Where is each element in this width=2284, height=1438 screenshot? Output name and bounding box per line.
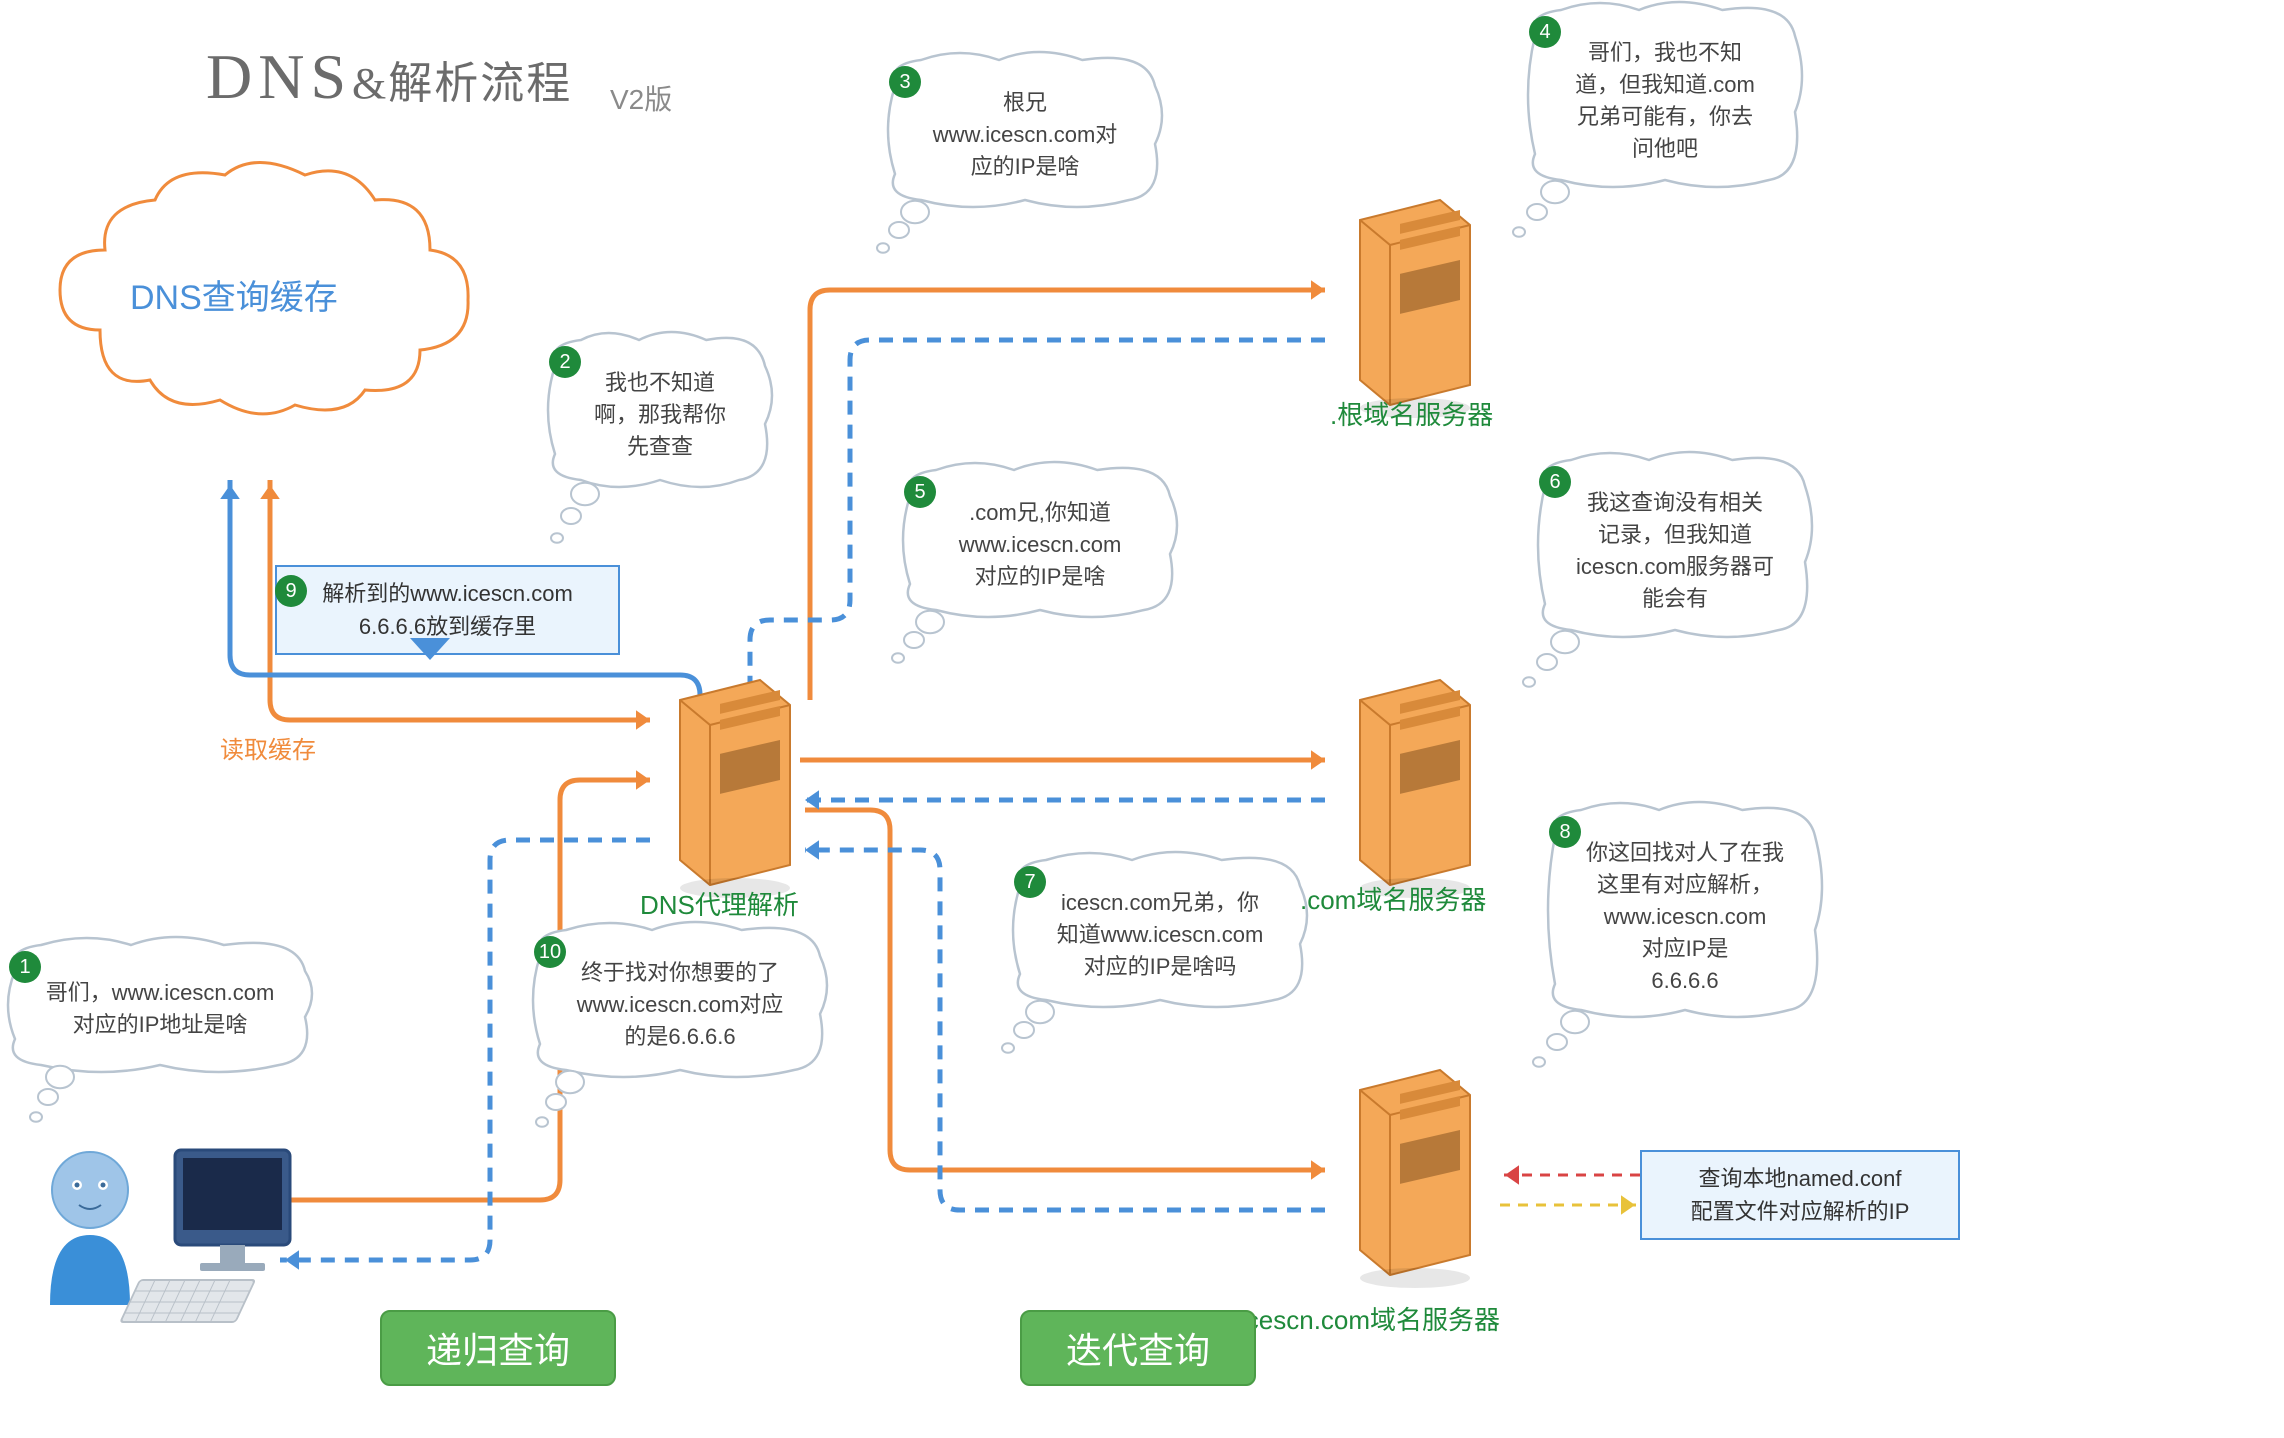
bubble-text-3: 根兄www.icescn.com对应的IP是啥 — [903, 87, 1147, 183]
badge-7: 7 — [1014, 866, 1046, 898]
bubble-text-4: 哥们，我也不知道，但我知道.com兄弟可能有，你去问他吧 — [1543, 37, 1787, 165]
bubble-text-7: icescn.com兄弟，你知道www.icescn.com对应的IP是啥吗 — [1028, 887, 1292, 983]
badge-5: 5 — [904, 476, 936, 508]
icescn-server-label: icescn.com域名服务器 — [1240, 1300, 1500, 1337]
server-icons — [680, 200, 1470, 1288]
cache-cloud-label: DNS查询缓存 — [130, 270, 338, 319]
bubble-text-10: 终于找对你想要的了www.icescn.com对应的是6.6.6.6 — [548, 957, 812, 1053]
badge-9: 9 — [275, 575, 307, 607]
badge-1: 1 — [9, 951, 41, 983]
bubble-text-6: 我这查询没有相关记录，但我知道icescn.com服务器可能会有 — [1553, 487, 1797, 615]
read-cache-label: 读取缓存 — [220, 730, 316, 765]
badge-6: 6 — [1539, 466, 1571, 498]
badge-4: 4 — [1529, 16, 1561, 48]
badge-2: 2 — [549, 346, 581, 378]
com-server-label: .com域名服务器 — [1300, 880, 1486, 917]
tag-iterative: 迭代查询 — [1020, 1310, 1256, 1386]
proxy-server-label: DNS代理解析 — [640, 885, 799, 922]
infobox-9-pointer — [410, 638, 460, 668]
bubble-text-2: 我也不知道啊，那我帮你先查查 — [563, 367, 757, 463]
user-icon — [50, 1150, 290, 1322]
root-server-label: .根域名服务器 — [1330, 395, 1493, 432]
infobox-named-conf: 查询本地named.conf 配置文件对应解析的IP — [1640, 1150, 1960, 1240]
bubble-text-8: 你这回找对人了在我这里有对应解析，www.icescn.com对应IP是6.6.… — [1563, 837, 1807, 996]
bubble-text-5: .com兄,你知道www.icescn.com对应的IP是啥 — [918, 497, 1162, 593]
badge-8: 8 — [1549, 816, 1581, 848]
badge-10: 10 — [534, 936, 566, 968]
badge-3: 3 — [889, 66, 921, 98]
tag-recursive: 递归查询 — [380, 1310, 616, 1386]
blue-dashed-paths — [280, 340, 1325, 1260]
bubble-text-1: 哥们，www.icescn.com对应的IP地址是啥 — [23, 977, 297, 1041]
